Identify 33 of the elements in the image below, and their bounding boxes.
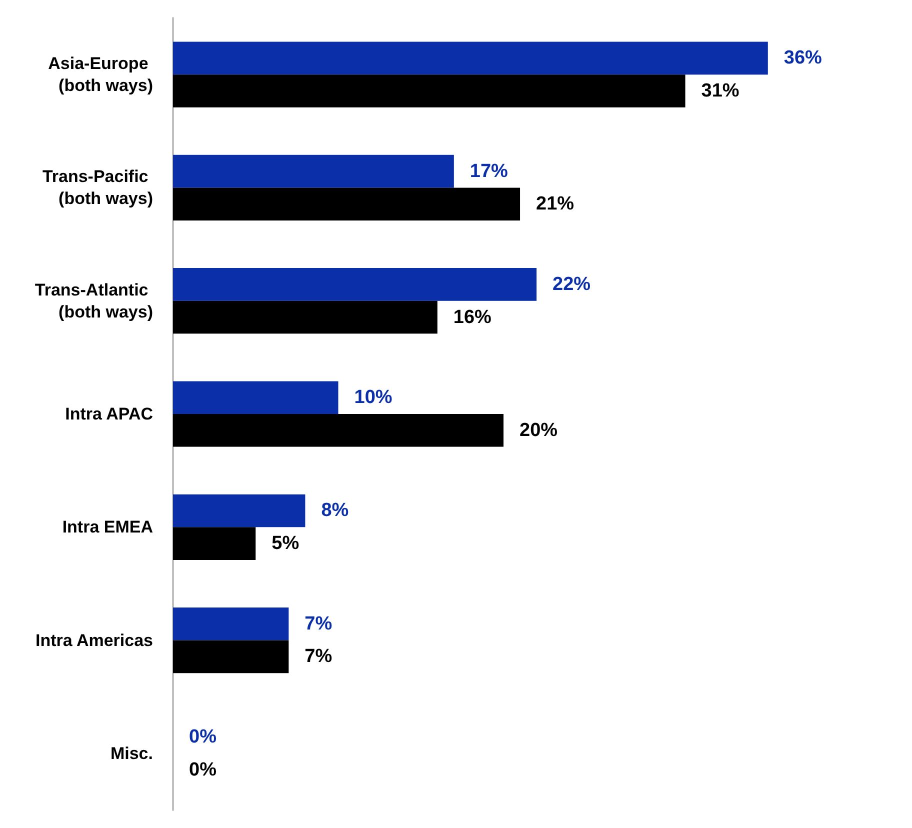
data-label: 5% xyxy=(272,533,300,554)
bar xyxy=(173,494,306,528)
bar xyxy=(173,154,454,188)
bar xyxy=(173,268,537,301)
bar xyxy=(173,527,256,560)
bar xyxy=(173,381,338,414)
y-tick-label: Asia-Europe (both ways) xyxy=(48,54,153,96)
data-label: 16% xyxy=(453,306,492,328)
bar xyxy=(173,74,686,108)
y-tick-label: Intra EMEA xyxy=(62,518,153,537)
bar xyxy=(173,414,504,447)
data-label: 7% xyxy=(304,646,332,668)
data-label: 7% xyxy=(304,613,332,634)
bar xyxy=(173,640,289,674)
data-label: 36% xyxy=(784,48,822,69)
data-label: 22% xyxy=(552,274,591,295)
bar xyxy=(173,42,768,75)
y-tick-label: Intra APAC xyxy=(65,404,153,424)
bar xyxy=(173,300,438,334)
y-tick-label: Trans-Atlantic (both ways) xyxy=(34,280,153,322)
data-label: 0% xyxy=(189,759,217,780)
y-tick-label: Intra Americas xyxy=(36,630,153,650)
data-label: 31% xyxy=(701,80,740,102)
data-label: 17% xyxy=(470,160,508,182)
data-label: 0% xyxy=(189,726,217,748)
data-label: 20% xyxy=(520,420,558,441)
y-tick-label: Misc. xyxy=(110,744,153,763)
data-label: 10% xyxy=(354,387,392,408)
data-label: 8% xyxy=(321,500,349,522)
data-label: 21% xyxy=(536,194,574,215)
bar xyxy=(173,607,289,640)
y-tick-label: Trans-Pacific (both ways) xyxy=(42,167,153,208)
bar xyxy=(173,188,520,221)
